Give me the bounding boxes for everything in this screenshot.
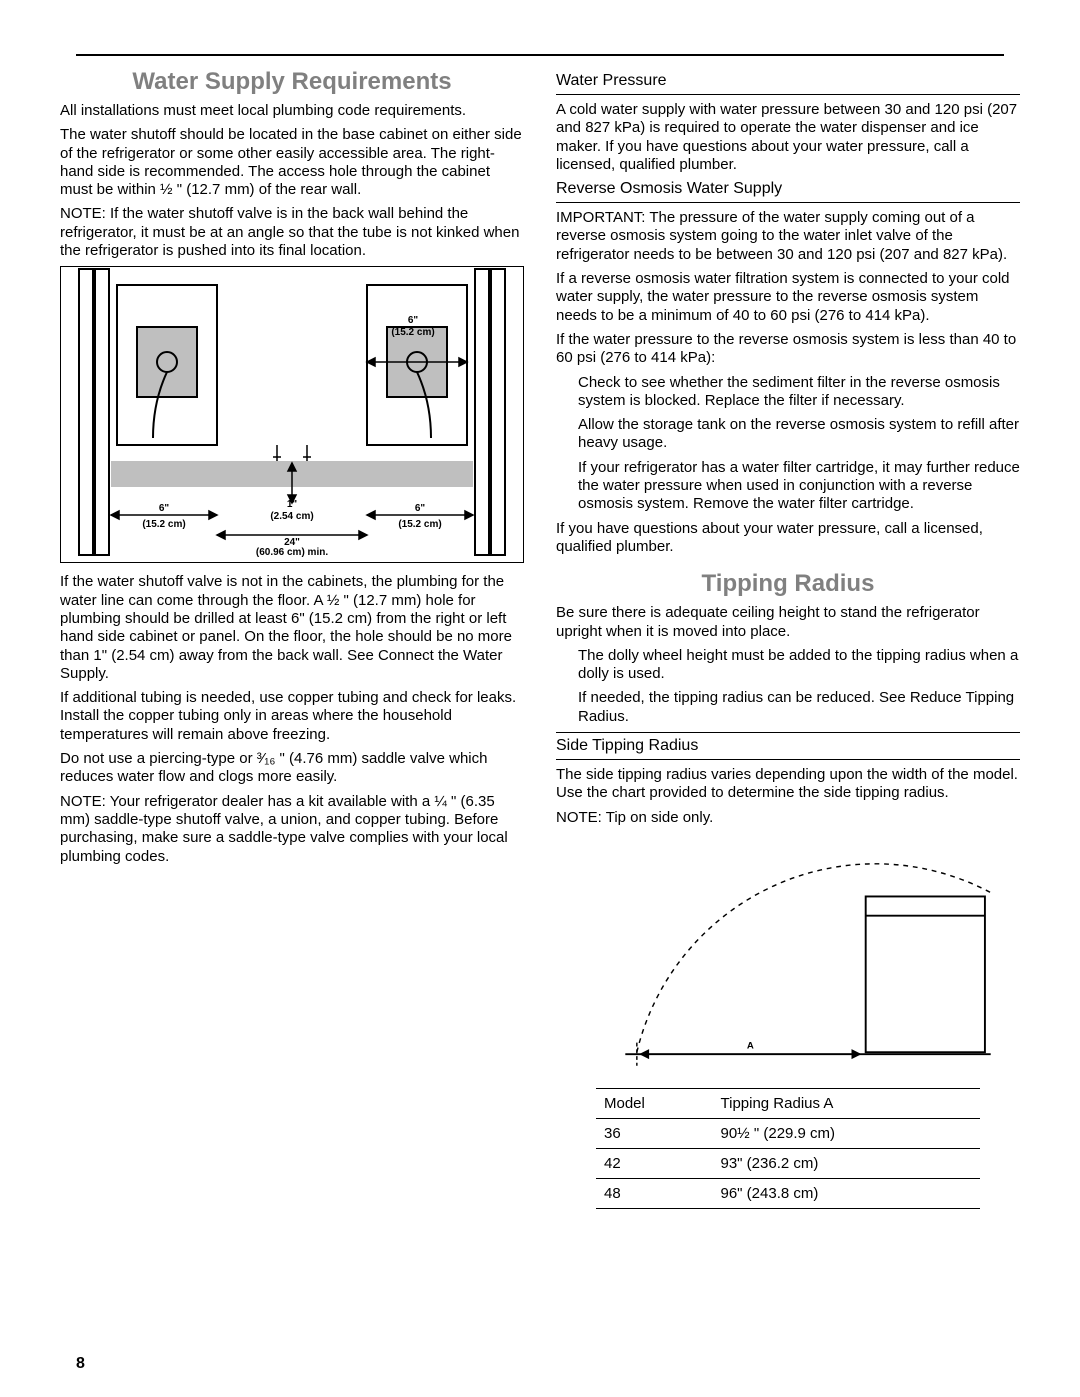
cell-radius-1: 93" (236.2 cm) bbox=[713, 1148, 981, 1178]
para-l2: The water shutoff should be located in t… bbox=[60, 126, 524, 199]
subhead-reverse-osmosis: Reverse Osmosis Water Supply bbox=[556, 180, 1020, 203]
table-row: 48 96" (243.8 cm) bbox=[596, 1178, 980, 1208]
para-l6: Do not use a piercing-type or ³⁄₁₆ " (4.… bbox=[60, 750, 524, 787]
right-column: Water Pressure A cold water supply with … bbox=[556, 68, 1020, 1209]
page-number: 8 bbox=[76, 1355, 85, 1373]
cell-model-1: 42 bbox=[596, 1148, 713, 1178]
cell-radius-0: 90½ " (229.9 cm) bbox=[713, 1118, 981, 1148]
cell-radius-2: 96" (243.8 cm) bbox=[713, 1178, 981, 1208]
para-l4: If the water shutoff valve is not in the… bbox=[60, 573, 524, 683]
subhead-water-pressure: Water Pressure bbox=[556, 72, 1020, 95]
para-r8: NOTE: Tip on side only. bbox=[556, 809, 1020, 827]
para-r5: If you have questions about your water p… bbox=[556, 520, 1020, 557]
left-column: Water Supply Requirements All installati… bbox=[60, 68, 524, 1209]
cabinet-plumbing-diagram: 6" (15.2 cm) 6" (15.2 c bbox=[60, 266, 524, 563]
para-l5: If additional tubing is needed, use copp… bbox=[60, 689, 524, 744]
svg-text:6": 6" bbox=[159, 503, 170, 514]
section-title-water-supply: Water Supply Requirements bbox=[60, 68, 524, 96]
bullet-r3: If your refrigerator has a water filter … bbox=[556, 459, 1020, 514]
bullet-r1: Check to see whether the sediment filter… bbox=[556, 374, 1020, 411]
table-row: 42 93" (236.2 cm) bbox=[596, 1148, 980, 1178]
para-r2: IMPORTANT: The pressure of the water sup… bbox=[556, 209, 1020, 264]
table-header-radius: Tipping Radius A bbox=[713, 1088, 981, 1118]
tipping-radius-table: Model Tipping Radius A 36 90½ " (229.9 c… bbox=[596, 1088, 980, 1209]
tipping-radius-table-wrap: Model Tipping Radius A 36 90½ " (229.9 c… bbox=[556, 1088, 1020, 1209]
svg-text:(15.2 cm): (15.2 cm) bbox=[391, 327, 434, 338]
para-l1: All installations must meet local plumbi… bbox=[60, 102, 524, 120]
svg-text:(60.96 cm) min.: (60.96 cm) min. bbox=[256, 547, 328, 557]
two-column-layout: Water Supply Requirements All installati… bbox=[60, 68, 1020, 1209]
bullet-r4: The dolly wheel height must be added to … bbox=[556, 647, 1020, 684]
cell-model-2: 48 bbox=[596, 1178, 713, 1208]
bullet-r5: If needed, the tipping radius can be red… bbox=[556, 689, 1020, 726]
para-r3: If a reverse osmosis water filtration sy… bbox=[556, 270, 1020, 325]
svg-text:(2.54 cm): (2.54 cm) bbox=[270, 511, 313, 522]
svg-text:6": 6" bbox=[415, 503, 426, 514]
svg-text:1": 1" bbox=[287, 499, 298, 510]
para-l7: NOTE: Your refrigerator dealer has a kit… bbox=[60, 793, 524, 866]
bullet-r2: Allow the storage tank on the reverse os… bbox=[556, 416, 1020, 453]
subhead-side-tipping: Side Tipping Radius bbox=[556, 732, 1020, 760]
tipping-radius-diagram: A bbox=[556, 833, 1020, 1088]
section-title-tipping-radius: Tipping Radius bbox=[556, 570, 1020, 598]
svg-text:(15.2 cm): (15.2 cm) bbox=[398, 519, 441, 530]
svg-text:A: A bbox=[747, 1040, 754, 1051]
para-l3: NOTE: If the water shutoff valve is in t… bbox=[60, 205, 524, 260]
svg-text:6": 6" bbox=[408, 315, 419, 326]
para-r6: Be sure there is adequate ceiling height… bbox=[556, 604, 1020, 641]
table-header-model: Model bbox=[596, 1088, 713, 1118]
table-row: 36 90½ " (229.9 cm) bbox=[596, 1118, 980, 1148]
cell-model-0: 36 bbox=[596, 1118, 713, 1148]
top-rule bbox=[76, 54, 1004, 56]
svg-text:(15.2 cm): (15.2 cm) bbox=[142, 519, 185, 530]
para-r4: If the water pressure to the reverse osm… bbox=[556, 331, 1020, 368]
para-r1: A cold water supply with water pressure … bbox=[556, 101, 1020, 174]
para-r7: The side tipping radius varies depending… bbox=[556, 766, 1020, 803]
